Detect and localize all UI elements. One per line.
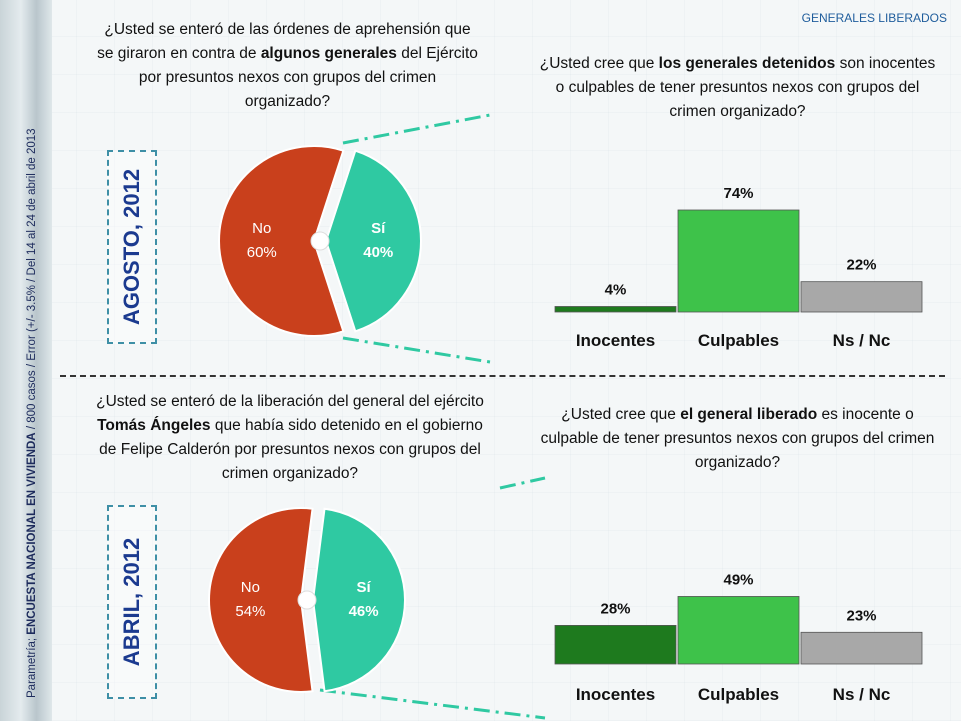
- question-2-pre: ¿Usted cree que: [539, 55, 659, 72]
- bar-culpables: [677, 209, 800, 313]
- page-title: GENERALES LIBERADOS: [801, 11, 947, 25]
- bar-value-label: 4%: [605, 281, 627, 298]
- pie-center-hole: [310, 231, 330, 251]
- pie-value-no: 54%: [235, 603, 265, 620]
- question-3-bold: Tomás Ángeles: [97, 417, 211, 434]
- bar-ns-nc: [800, 631, 923, 665]
- connector-bottom-1: [499, 476, 546, 490]
- question-4-bold: el general liberado: [680, 406, 818, 423]
- bar-value-label: 22%: [846, 257, 876, 274]
- pie-value-si: 46%: [349, 603, 379, 620]
- question-1-bold: algunos generales: [260, 45, 397, 62]
- question-4-post: es inocente o culpable de tener presunto…: [540, 406, 935, 471]
- question-1: ¿Usted se enteró de las órdenes de apreh…: [95, 18, 480, 114]
- bar-value-label: 28%: [600, 600, 630, 617]
- bar-value-label: 74%: [723, 185, 753, 202]
- pie-chart-abril: No 54% Sí 46%: [208, 507, 407, 693]
- question-1-post: del Ejército por presuntos nexos con gru…: [138, 45, 478, 110]
- bar-inocentes: [554, 625, 677, 665]
- pie-label-no: No: [252, 220, 271, 237]
- question-1-pre: ¿Usted se enteró de las órdenes de apreh…: [97, 21, 471, 62]
- pie-slice-si: [324, 149, 422, 333]
- pie-slice-no: [208, 507, 314, 693]
- question-3-post: que había sido detenido en el gobierno d…: [99, 417, 483, 482]
- bar-inocentes: [554, 306, 677, 313]
- connector-top-2: [342, 336, 491, 364]
- bar-value-label: 23%: [846, 607, 876, 624]
- category-label: Inocentes: [576, 331, 655, 350]
- question-2-post: son inocentes o culpables de tener presu…: [555, 55, 936, 120]
- pie-value-no: 60%: [247, 244, 277, 261]
- question-2: ¿Usted cree que los generales detenidos …: [535, 52, 940, 124]
- question-4: ¿Usted cree que el general liberado es i…: [540, 403, 935, 475]
- bar-chart-abril: 28% Inocentes 49% Culpables 23% Ns / Nc: [554, 571, 923, 704]
- pie-slice-no: [218, 145, 345, 337]
- bar-chart-agosto: 4% Inocentes 74% Culpables 22% Ns / Nc: [554, 185, 923, 350]
- category-label: Culpables: [698, 685, 779, 704]
- category-label: Culpables: [698, 331, 779, 350]
- pie-label-no: No: [241, 579, 260, 596]
- category-label: Inocentes: [576, 685, 655, 704]
- question-3: ¿Usted se enteró de la liberación del ge…: [90, 390, 490, 486]
- left-decorative-strip: [0, 0, 52, 721]
- pie-slice-si: [311, 507, 407, 693]
- period-box-abril: ABRIL, 2012: [107, 505, 157, 699]
- connector-top-1: [342, 113, 491, 145]
- connector-bottom-2: [319, 688, 546, 720]
- pie-center-hole: [297, 590, 317, 610]
- category-label: Ns / Nc: [833, 331, 891, 350]
- question-2-bold: los generales detenidos: [658, 55, 836, 72]
- pie-connectors: [319, 113, 546, 720]
- pie-value-si: 40%: [363, 244, 393, 261]
- pie-label-si: Sí: [357, 579, 372, 596]
- bar-value-label: 49%: [723, 571, 753, 588]
- section-divider: [60, 375, 945, 377]
- pie-label-si: Sí: [371, 220, 386, 237]
- bar-ns-nc: [800, 281, 923, 313]
- period-box-agosto: AGOSTO, 2012: [107, 150, 157, 344]
- question-4-pre: ¿Usted cree que: [561, 406, 681, 423]
- pie-chart-agosto: No 60% Sí 40%: [218, 145, 422, 337]
- question-3-pre: ¿Usted se enteró de la liberación del ge…: [96, 393, 484, 410]
- bar-culpables: [677, 596, 800, 665]
- category-label: Ns / Nc: [833, 685, 891, 704]
